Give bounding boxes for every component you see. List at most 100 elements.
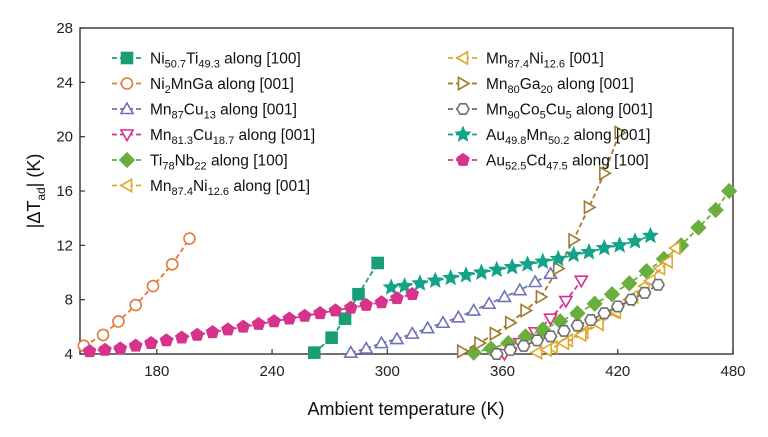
- data-point: [374, 295, 389, 309]
- data-point: [390, 291, 404, 305]
- data-point: [527, 274, 543, 288]
- x-axis-title: Ambient temperature (K): [307, 399, 504, 419]
- data-point: [517, 328, 534, 345]
- data-point: [497, 289, 512, 303]
- legend-item-ni50-7ti49-3-along-100: Ni50.7Ti49.3 along [100]: [112, 51, 301, 71]
- data-point: [660, 254, 674, 270]
- data-point: [520, 303, 534, 318]
- data-point: [637, 286, 652, 299]
- data-point: [621, 275, 638, 292]
- data-point: [472, 263, 491, 280]
- data-point: [543, 313, 558, 327]
- data-point: [343, 345, 359, 358]
- legend-label: Mn80Ga20 along [001]: [486, 76, 634, 96]
- data-point: [529, 345, 543, 361]
- y-tick-label: 28: [56, 20, 73, 37]
- data-point: [690, 219, 707, 236]
- x-tick-label: 480: [720, 363, 745, 380]
- legend-item-mn87-4ni12-6-along-001: Mn87.4Ni12.6 along [001]: [112, 178, 310, 198]
- data-point: [503, 257, 521, 275]
- data-point: [539, 342, 553, 358]
- data-point: [144, 335, 158, 349]
- legend-item-mn80ga20-along-001: Mn80Ga20 along [001]: [448, 76, 634, 96]
- data-point: [474, 335, 488, 351]
- legend-marker: [119, 129, 135, 143]
- data-point: [251, 316, 266, 330]
- data-point: [389, 331, 405, 345]
- data-point: [557, 324, 571, 337]
- data-point: [534, 252, 552, 269]
- legend-item-mn87cu13-along-001: Mn87Cu13 along [001]: [112, 101, 297, 122]
- data-point: [112, 315, 125, 328]
- data-point: [610, 300, 625, 313]
- data-point: [570, 319, 585, 332]
- series-line: [473, 190, 730, 354]
- data-point: [159, 333, 174, 347]
- data-point: [503, 343, 518, 356]
- series-ni2mnga-along-001: [77, 232, 196, 353]
- legend-label: Mn87Cu13 along [001]: [150, 102, 297, 122]
- data-point: [282, 311, 297, 325]
- legend-item-au49-8mn50-2-along-001: Au49.8Mn50.2 along [001]: [448, 125, 650, 147]
- y-tick-label: 12: [56, 237, 73, 254]
- y-tick-label: 8: [65, 292, 73, 309]
- data-point: [626, 232, 644, 249]
- data-point: [516, 339, 531, 352]
- legend: Ni50.7Ti49.3 along [100] Ni2MnGa along [0…: [112, 51, 653, 198]
- series-line: [89, 293, 413, 353]
- data-point: [82, 344, 97, 358]
- legend-label: Mn87.4Ni12.6 [001]: [486, 51, 604, 71]
- legend-marker: [456, 103, 470, 115]
- series-au52-5cd47-5-along-100: [82, 287, 420, 358]
- data-point: [128, 338, 143, 352]
- data-point: [667, 240, 681, 256]
- data-point: [512, 282, 528, 296]
- data-point: [611, 236, 629, 253]
- series-mn80ga20-along-001: [456, 125, 628, 359]
- legend-marker: [454, 125, 472, 142]
- data-point: [466, 302, 482, 316]
- data-point: [297, 308, 312, 322]
- data-point: [221, 322, 235, 336]
- legend-label: Mn90Co5Cu5 along [001]: [486, 102, 653, 122]
- data-point: [435, 315, 451, 329]
- data-point: [651, 278, 666, 291]
- data-point: [129, 298, 142, 312]
- legend-marker: [456, 152, 470, 166]
- legend-item-ni2mnga-along-001: Ni2MnGa along [001]: [112, 76, 294, 96]
- legend-item-mn87-4ni12-6-001: Mn87.4Ni12.6 [001]: [448, 51, 604, 71]
- y-axis-title: |ΔTad| (K): [24, 154, 48, 229]
- data-point: [624, 293, 639, 306]
- data-point: [374, 335, 389, 349]
- legend-label: Ni2MnGa along [001]: [150, 76, 294, 96]
- data-point: [583, 199, 597, 215]
- data-point: [405, 287, 420, 301]
- x-tick-label: 360: [490, 363, 515, 380]
- y-tick-label: 4: [65, 346, 73, 363]
- data-point: [590, 316, 604, 332]
- data-point: [564, 245, 583, 263]
- legend-marker: [119, 101, 135, 115]
- data-point: [573, 327, 587, 343]
- data-point: [267, 314, 281, 328]
- data-point: [535, 289, 549, 305]
- x-tick-label: 300: [375, 363, 400, 380]
- data-point: [556, 335, 570, 351]
- data-point: [442, 268, 460, 286]
- data-point: [382, 278, 400, 295]
- data-point: [707, 201, 724, 219]
- data-point: [488, 260, 506, 278]
- series-mn87cu13-along-001: [343, 266, 558, 358]
- legend-item-mn81-3cu18-7-along-001: Mn81.3Cu18.7 along [001]: [112, 127, 315, 147]
- data-point: [530, 334, 545, 347]
- x-tick-label: 180: [144, 363, 169, 380]
- legend-marker: [120, 77, 134, 90]
- data-point: [518, 255, 537, 272]
- legend-marker: [118, 151, 136, 169]
- data-point: [457, 266, 475, 283]
- data-point: [338, 312, 352, 325]
- legend-marker: [120, 51, 134, 65]
- data-point: [597, 307, 612, 320]
- data-point: [371, 256, 384, 270]
